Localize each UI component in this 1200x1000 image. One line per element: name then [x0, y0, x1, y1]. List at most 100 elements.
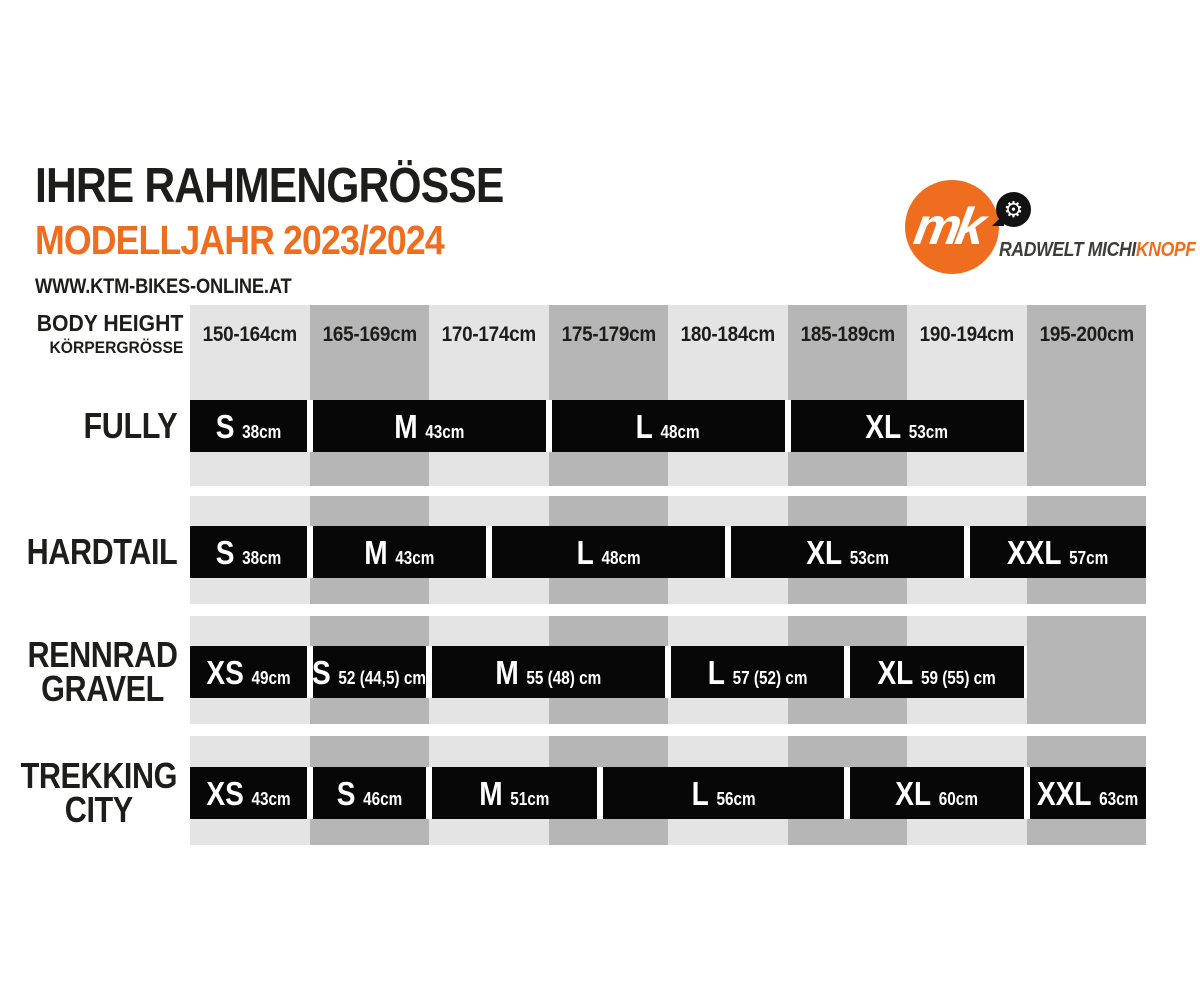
column-stripe: 190-194cm [907, 305, 1027, 486]
row-label-hardtail: HARDTAIL [26, 531, 177, 572]
frame-size-letter: XS [206, 653, 244, 691]
size-bar-xxl: XXL 63cm [1026, 767, 1146, 819]
size-bar-label: XS 49cm [206, 656, 290, 689]
frame-size-value: 43cm [251, 788, 291, 809]
gear-glyph: ⚙ [1003, 196, 1024, 222]
frame-size-letter: M [364, 533, 388, 571]
frame-size-letter: L [707, 653, 725, 691]
row-band-rennrad-gravel: XS 49cm S 52 (44,5) cm M 55 (48) cm L 57 (52) c… [190, 616, 1146, 724]
brand-name: RADWELT MICHIKNOPF [999, 239, 1196, 262]
size-bar-xxl: XXL 57cm [966, 526, 1146, 578]
frame-size-letter: S [215, 533, 235, 571]
frame-size-value: 48cm [601, 547, 641, 568]
column-header-label: 175-179cm [561, 323, 656, 346]
row-label-line: HARDTAIL [26, 531, 177, 572]
row-label-line: GRAVEL [40, 668, 164, 709]
column-stripe: 150-164cm [190, 305, 310, 486]
size-bar-s: S 38cm [190, 400, 310, 452]
brand-name-dark: RADWELT MICHI [999, 239, 1136, 261]
frame-size-value: 49cm [251, 667, 291, 688]
size-bar-xl: XL 60cm [847, 767, 1027, 819]
frame-size-value: 56cm [716, 788, 756, 809]
frame-size-letter: M [495, 653, 519, 691]
frame-size-letter: S [312, 653, 331, 691]
size-bar-xs: XS 43cm [190, 767, 310, 819]
size-bar-label: S 46cm [336, 777, 402, 810]
brand-logo: mk [905, 180, 999, 274]
frame-size-letter: XL [877, 653, 914, 691]
row-label-trekking: TREKKING CITY [20, 755, 178, 830]
size-bar-label: M 51cm [479, 777, 549, 810]
size-bar-l: L 56cm [599, 767, 848, 819]
size-bar-label: L 48cm [576, 536, 640, 569]
column-header-label: 195-200cm [1039, 323, 1134, 346]
frame-size-value: 48cm [660, 421, 700, 442]
size-bar-label: XXL 57cm [1007, 536, 1108, 569]
frame-size-value: 52 (44,5) cm [338, 667, 427, 688]
website-url: WWW.KTM-BIKES-ONLINE.AT [35, 275, 292, 298]
frame-size-value: 57 (52) cm [732, 667, 808, 688]
size-bar-xl: XL 53cm [787, 400, 1027, 452]
column-header-label: 190-194cm [919, 323, 1015, 346]
frame-size-letter: L [576, 533, 594, 571]
column-header-label: 150-164cm [202, 323, 298, 346]
body-height-label-en: BODY HEIGHT [36, 310, 183, 336]
column-header-label: 185-189cm [800, 323, 895, 346]
size-bar-s: S 46cm [309, 767, 429, 819]
size-bar-label: XS 43cm [206, 777, 290, 810]
column-header-label: 165-169cm [322, 323, 417, 346]
size-bar-label: S 38cm [215, 410, 281, 443]
size-bar-label: M 43cm [364, 536, 434, 569]
frame-size-letter: L [691, 774, 709, 812]
row-label-line: TREKKING [20, 755, 178, 796]
column-stripe: 170-174cm [429, 305, 549, 486]
row-band-fully: 150-164cm 165-169cm 170-174cm 175-179cm 180-… [190, 305, 1146, 486]
size-bar-s: S 38cm [190, 526, 310, 578]
frame-size-letter: XXL [1037, 774, 1092, 812]
frame-size-letter: S [215, 407, 235, 445]
frame-size-letter: XL [805, 533, 842, 571]
frame-size-letter: XL [865, 407, 902, 445]
column-stripe: 175-179cm [548, 305, 668, 486]
column-header-label: 180-184cm [680, 323, 776, 346]
size-bar-s: S 52 (44,5) cm [309, 646, 429, 698]
frame-size-value: 43cm [395, 547, 435, 568]
column-stripe [1026, 616, 1146, 724]
body-height-label-de: KÖRPERGRÖSSE [49, 338, 183, 357]
size-bar-m: M 43cm [309, 400, 549, 452]
frame-size-letter: XL [895, 774, 932, 812]
size-bar-m: M 51cm [429, 767, 600, 819]
frame-size-value: 55 (48) cm [526, 667, 602, 688]
brand-name-accent: KNOPF [1135, 239, 1196, 261]
size-bar-label: XXL 63cm [1037, 777, 1138, 810]
page-title: IHRE RAHMENGRÖSSE [35, 159, 504, 213]
column-stripe: 195-200cm [1026, 305, 1146, 486]
row-label-rennrad: RENNRAD GRAVEL [26, 634, 177, 709]
size-bar-m: M 43cm [309, 526, 489, 578]
size-bar-l: L 48cm [548, 400, 788, 452]
frame-size-letter: L [636, 407, 654, 445]
frame-size-value: 43cm [424, 421, 465, 442]
frame-size-letter: XXL [1007, 533, 1062, 571]
size-bar-label: XL 53cm [806, 536, 889, 569]
row-label-line: CITY [64, 789, 133, 830]
frame-size-letter: M [479, 774, 503, 812]
size-bar-label: M 43cm [394, 410, 464, 443]
row-label-line: RENNRAD [26, 634, 177, 675]
row-band-trekking-city: XS 43cm S 46cm M 51cm L 56cm XL 60cm XXL 63cm [190, 736, 1146, 845]
frame-size-value: 57cm [1069, 547, 1109, 568]
row-label-fully: FULLY [83, 408, 177, 444]
header-block: IHRE RAHMENGRÖSSE MODELLJAHR 2023/2024 W… [35, 159, 504, 299]
size-bar-l: L 57 (52) cm [668, 646, 848, 698]
size-bar-xl: XL 59 (55) cm [847, 646, 1027, 698]
page-subtitle: MODELLJAHR 2023/2024 [35, 217, 445, 263]
frame-size-value: 60cm [939, 788, 979, 809]
frame-size-value: 53cm [849, 547, 889, 568]
frame-size-value: 51cm [510, 788, 550, 809]
row-band-hardtail: S 38cm M 43cm L 48cm XL 53cm XXL 57cm [190, 496, 1146, 604]
size-bar-label: XL 53cm [866, 410, 949, 443]
size-bar-m: M 55 (48) cm [429, 646, 668, 698]
frame-size-value: 63cm [1099, 788, 1139, 809]
size-bar-label: L 57 (52) cm [708, 656, 808, 689]
